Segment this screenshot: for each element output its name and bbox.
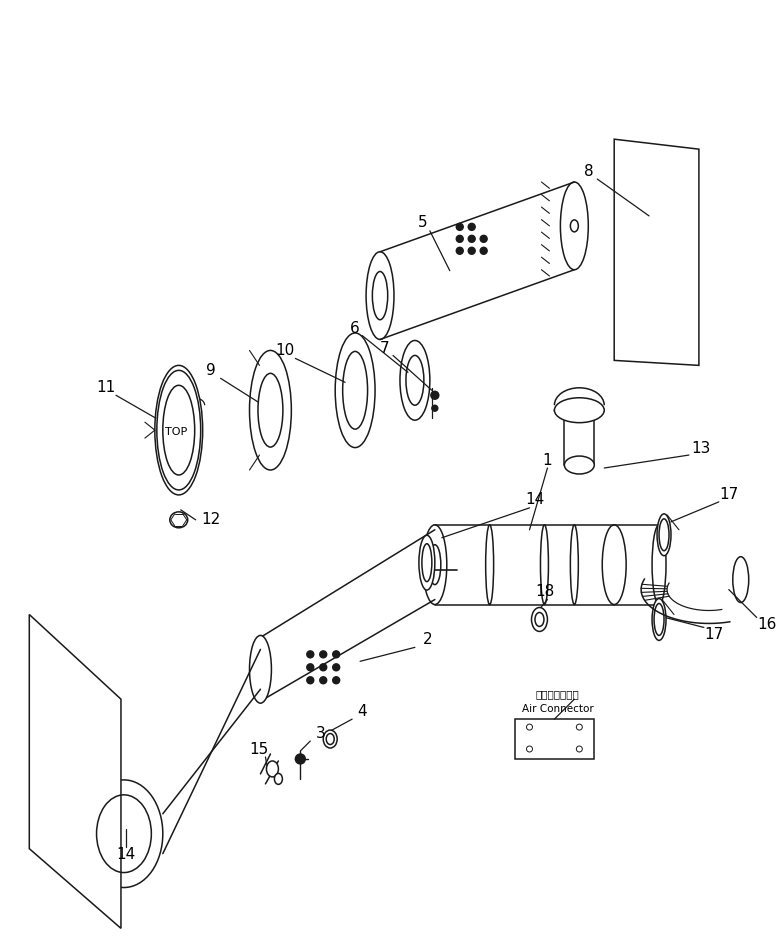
Text: 7: 7 — [380, 341, 390, 356]
Circle shape — [456, 235, 463, 243]
Ellipse shape — [249, 635, 272, 703]
Ellipse shape — [274, 774, 283, 785]
Circle shape — [576, 724, 583, 730]
Circle shape — [431, 391, 439, 399]
Text: 4: 4 — [357, 704, 367, 719]
Text: 9: 9 — [205, 363, 216, 378]
Circle shape — [319, 663, 326, 671]
Circle shape — [333, 663, 340, 671]
Ellipse shape — [652, 598, 666, 641]
Ellipse shape — [555, 398, 604, 423]
Text: 5: 5 — [418, 215, 428, 231]
Ellipse shape — [561, 182, 588, 270]
Circle shape — [319, 651, 326, 658]
Text: エアーコネクタ: エアーコネクタ — [536, 689, 580, 699]
Circle shape — [307, 677, 314, 684]
Circle shape — [526, 724, 533, 730]
Circle shape — [469, 235, 475, 243]
Circle shape — [526, 746, 533, 752]
Circle shape — [576, 746, 583, 752]
Text: 1: 1 — [543, 453, 552, 468]
Circle shape — [432, 406, 438, 411]
Text: 10: 10 — [276, 343, 295, 358]
Text: 6: 6 — [350, 321, 360, 336]
Text: 14: 14 — [525, 492, 544, 507]
Ellipse shape — [400, 341, 430, 421]
Ellipse shape — [602, 525, 626, 604]
Circle shape — [307, 651, 314, 658]
Circle shape — [480, 247, 487, 254]
Ellipse shape — [555, 404, 604, 417]
Text: 16: 16 — [757, 617, 776, 632]
Circle shape — [333, 677, 340, 684]
Ellipse shape — [266, 761, 278, 777]
Polygon shape — [515, 719, 594, 759]
Text: 11: 11 — [96, 380, 116, 395]
Polygon shape — [614, 139, 699, 365]
Ellipse shape — [565, 456, 594, 474]
Circle shape — [480, 235, 487, 243]
Text: 15: 15 — [249, 742, 268, 757]
Text: 14: 14 — [116, 847, 136, 862]
Text: 2: 2 — [423, 632, 433, 646]
Text: Air Connector: Air Connector — [522, 704, 594, 714]
Ellipse shape — [532, 608, 547, 631]
Ellipse shape — [169, 512, 187, 528]
Circle shape — [469, 223, 475, 231]
Ellipse shape — [733, 557, 749, 602]
Polygon shape — [30, 614, 121, 929]
Ellipse shape — [657, 514, 671, 556]
Ellipse shape — [335, 333, 375, 448]
Text: 8: 8 — [584, 164, 594, 179]
Circle shape — [333, 651, 340, 658]
Circle shape — [295, 754, 305, 764]
Ellipse shape — [652, 525, 666, 604]
Ellipse shape — [366, 252, 394, 340]
Ellipse shape — [323, 730, 337, 748]
Circle shape — [469, 247, 475, 254]
Text: TOP: TOP — [165, 427, 187, 438]
Ellipse shape — [419, 535, 435, 590]
Text: 17: 17 — [719, 487, 738, 502]
Ellipse shape — [85, 780, 162, 887]
Circle shape — [307, 663, 314, 671]
Ellipse shape — [423, 525, 447, 604]
Text: 13: 13 — [691, 440, 711, 455]
Circle shape — [456, 223, 463, 231]
Text: 12: 12 — [201, 512, 220, 527]
Circle shape — [319, 677, 326, 684]
Text: 18: 18 — [535, 584, 554, 599]
Text: 3: 3 — [316, 726, 325, 741]
Circle shape — [456, 247, 463, 254]
Ellipse shape — [570, 220, 578, 231]
Text: 17: 17 — [704, 627, 723, 642]
Ellipse shape — [249, 350, 291, 470]
Ellipse shape — [155, 365, 203, 495]
